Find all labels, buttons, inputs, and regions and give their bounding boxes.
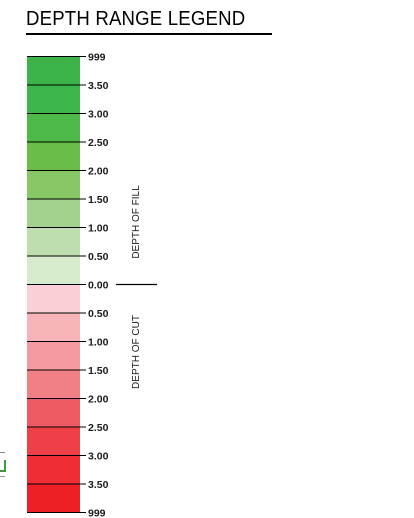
color-band xyxy=(27,484,80,513)
color-band xyxy=(27,85,80,114)
partial-logo-icon xyxy=(0,452,6,492)
tick-label: 2.00 xyxy=(88,165,109,177)
tick-lines xyxy=(27,56,86,513)
tick-label: 3.50 xyxy=(88,479,109,491)
tick-label: 1.00 xyxy=(88,222,109,234)
tick-label: 3.50 xyxy=(88,80,109,92)
color-band xyxy=(27,427,80,456)
color-band xyxy=(27,56,80,86)
tick-label: 0.00 xyxy=(88,279,109,291)
title-underline xyxy=(26,33,272,35)
tick-label: 2.50 xyxy=(88,422,109,434)
tick-label: 1.50 xyxy=(88,194,109,206)
tick-label: 2.00 xyxy=(88,393,109,405)
color-band xyxy=(27,284,80,314)
tick-label: 1.50 xyxy=(88,365,109,377)
color-bands xyxy=(27,56,80,513)
tick-label: 1.00 xyxy=(88,336,109,348)
color-band xyxy=(27,341,80,371)
depth-of-cut-label: DEPTH OF CUT xyxy=(131,315,142,389)
tick-label: 0.50 xyxy=(88,251,109,263)
tick-labels: 999 3.50 3.00 2.50 2.00 1.50 1.00 0.50 0.00 0.50 1… xyxy=(88,51,109,518)
color-band xyxy=(27,170,80,200)
color-band xyxy=(27,398,80,428)
color-band xyxy=(27,199,80,228)
color-band xyxy=(27,455,80,485)
color-band xyxy=(27,227,80,257)
tick-label: 0.50 xyxy=(88,308,109,320)
color-band xyxy=(27,142,80,171)
tick-label: 999 xyxy=(88,51,106,63)
color-band xyxy=(27,256,80,285)
tick-label: 999 xyxy=(88,507,106,518)
tick-label: 3.00 xyxy=(88,450,109,462)
color-band xyxy=(27,313,80,342)
legend-title: DEPTH RANGE LEGEND xyxy=(26,8,246,30)
tick-label: 2.50 xyxy=(88,137,109,149)
color-band xyxy=(27,113,80,143)
tick-label: 3.00 xyxy=(88,108,109,120)
depth-of-fill-label: DEPTH OF FILL xyxy=(131,185,142,259)
color-band xyxy=(27,370,80,399)
